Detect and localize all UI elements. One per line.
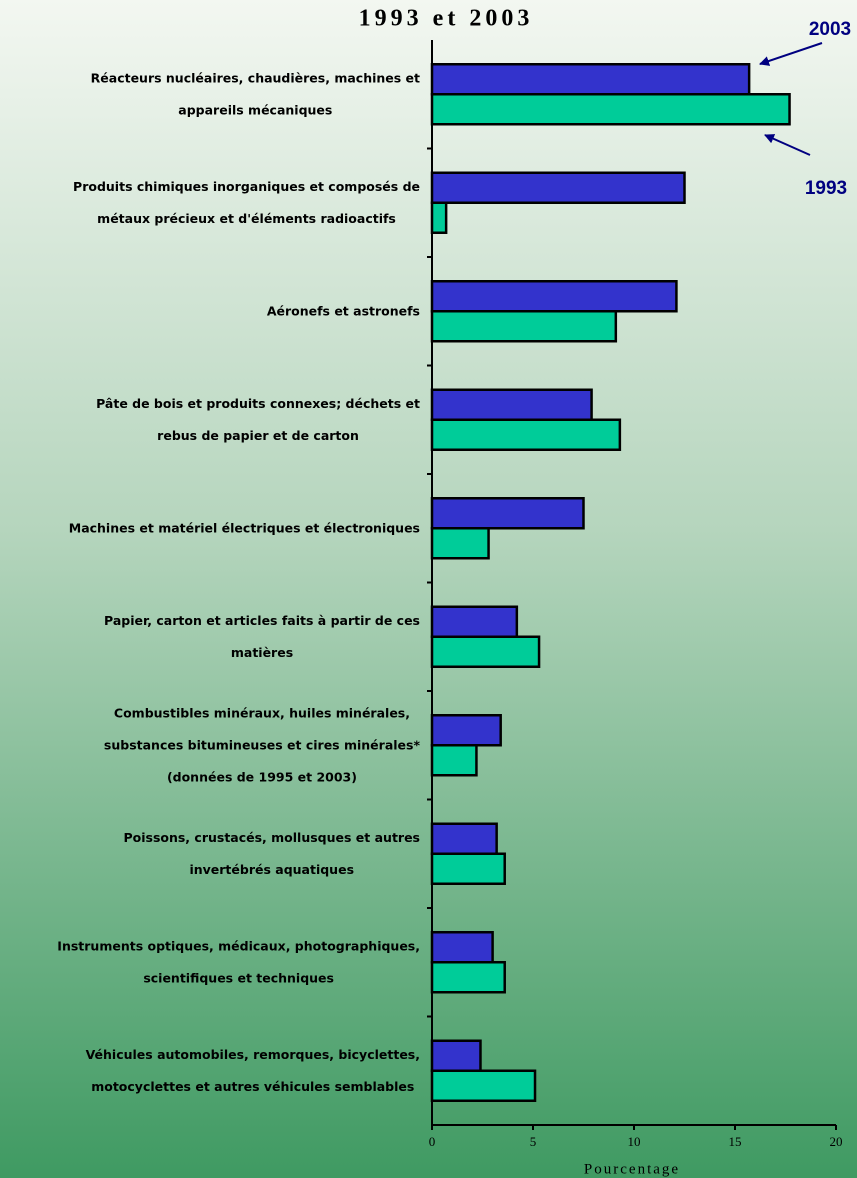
category-label-line: métaux précieux et d'éléments radioactif… [97, 210, 396, 225]
category-label-line: Combustibles minéraux, huiles minérales, [114, 705, 410, 720]
bar [430, 63, 751, 96]
bar [430, 605, 519, 638]
category-label-line: scientifiques et techniques [143, 970, 334, 985]
category-label: Papier, carton et articles faits à parti… [104, 612, 420, 659]
category-label: Véhicules automobiles, remorques, bicycl… [86, 1046, 420, 1093]
arrow [759, 42, 823, 66]
bar [430, 744, 478, 777]
category-label-line: Machines et matériel électriques et élec… [69, 520, 420, 535]
bar [430, 635, 541, 668]
category-label-line: rebus de papier et de carton [157, 427, 359, 442]
category-label: Combustibles minéraux, huiles minérales,… [104, 705, 421, 784]
category-label: Pâte de bois et produits connexes; déche… [96, 395, 420, 442]
category-label-line: Produits chimiques inorganiques et compo… [73, 178, 420, 193]
arrow [764, 134, 811, 156]
annotation: 2003 [809, 19, 851, 40]
bar [430, 280, 678, 313]
x-tick-label: 15 [729, 1134, 742, 1149]
category-label-line: Aéronefs et astronefs [267, 303, 420, 318]
bar [430, 388, 593, 421]
category-label-line: matières [231, 644, 293, 659]
x-tick-label: 20 [830, 1134, 843, 1149]
category-label-line: motocyclettes et autres véhicules sembla… [91, 1078, 414, 1093]
x-tick-label: 0 [429, 1134, 436, 1149]
bar [430, 497, 585, 530]
category-label-line: Poissons, crustacés, mollusques et autre… [123, 829, 420, 844]
bar [430, 93, 791, 126]
category-label-line: substances bitumineuses et cires minéral… [104, 737, 421, 752]
category-label-line: Véhicules automobiles, remorques, bicycl… [86, 1046, 420, 1061]
category-label-line: appareils mécaniques [178, 102, 332, 117]
bar [430, 310, 618, 343]
bar [430, 961, 506, 994]
x-tick-label: 5 [530, 1134, 537, 1149]
x-axis-label: Pourcentage [584, 1161, 680, 1177]
bar [430, 418, 622, 451]
category-label: Machines et matériel électriques et élec… [69, 520, 420, 535]
category-label: Produits chimiques inorganiques et compo… [73, 178, 420, 225]
bar [430, 527, 490, 560]
annotation: 1993 [805, 178, 847, 199]
category-label-line: Papier, carton et articles faits à parti… [104, 612, 420, 627]
category-label-line: Instruments optiques, médicaux, photogra… [57, 938, 420, 953]
category-label-line: Réacteurs nucléaires, chaudières, machin… [91, 70, 420, 85]
category-label: Poissons, crustacés, mollusques et autre… [123, 829, 420, 876]
bar [430, 931, 494, 964]
category-label-line: invertébrés aquatiques [189, 861, 354, 876]
category-label-line: (données de 1995 et 2003) [167, 769, 357, 784]
bar [430, 1069, 537, 1102]
category-label: Réacteurs nucléaires, chaudières, machin… [91, 70, 420, 117]
bar [430, 171, 686, 204]
category-label: Instruments optiques, médicaux, photogra… [57, 938, 420, 985]
chart-title: 1993 et 2003 [359, 6, 534, 32]
bar [430, 201, 448, 234]
x-tick-label: 10 [628, 1134, 641, 1149]
bar [430, 1039, 482, 1072]
bar [430, 714, 502, 747]
bar [430, 822, 498, 855]
bar [430, 852, 506, 885]
category-label-line: Pâte de bois et produits connexes; déche… [96, 395, 420, 410]
category-label: Aéronefs et astronefs [267, 303, 420, 318]
